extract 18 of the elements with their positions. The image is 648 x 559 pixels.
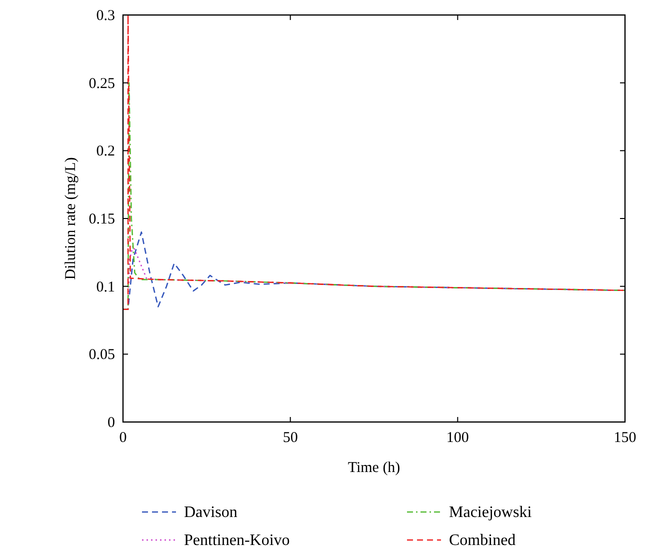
line-series bbox=[123, 15, 625, 310]
x-tick-label: 100 bbox=[446, 430, 469, 446]
y-tick-label: 0.1 bbox=[96, 279, 115, 296]
legend-label: Davison bbox=[184, 504, 238, 521]
y-tick-label: 0.3 bbox=[96, 8, 115, 24]
x-tick-label: 50 bbox=[282, 430, 298, 446]
y-axis-title: Dilution rate (mg/L) bbox=[63, 157, 79, 280]
legend-label: Combined bbox=[449, 532, 516, 549]
y-tick-label: 0 bbox=[108, 415, 115, 431]
x-tick-label: 150 bbox=[614, 430, 636, 446]
y-tick-label: 0.05 bbox=[88, 347, 115, 364]
legend-label: Maciejowski bbox=[449, 504, 532, 521]
x-axis-title: Time (h) bbox=[348, 460, 400, 476]
y-tick-label: 0.2 bbox=[96, 144, 115, 160]
legend-label: Penttinen-Koivo bbox=[184, 532, 290, 549]
x-tick-label: 0 bbox=[119, 430, 127, 446]
y-tick-label: 0.15 bbox=[88, 212, 115, 228]
y-tick-label: 0.25 bbox=[88, 76, 115, 92]
